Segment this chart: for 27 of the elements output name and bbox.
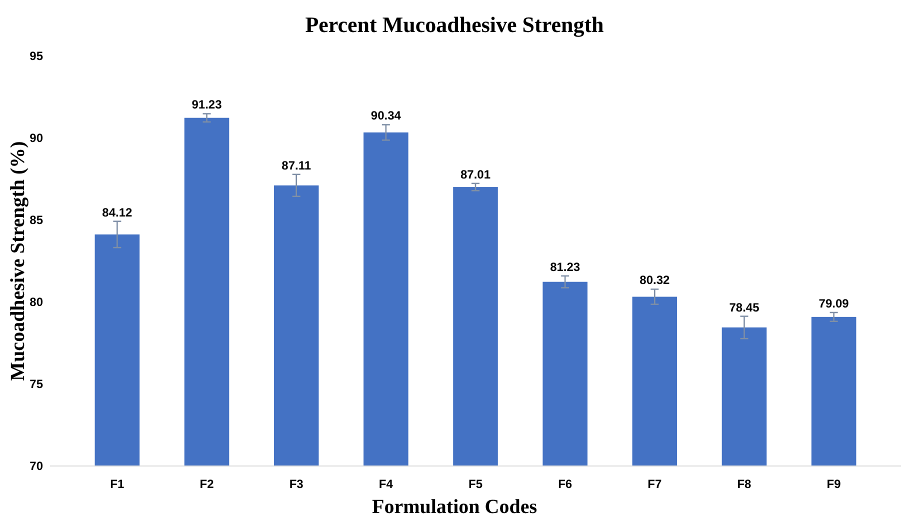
x-tick-label: F9 <box>826 477 842 491</box>
x-tick-label: F5 <box>468 477 483 491</box>
x-tick-label: F4 <box>378 477 394 491</box>
x-tick-label: F8 <box>737 477 752 491</box>
data-label: 87.01 <box>460 167 491 182</box>
x-tick-label: F7 <box>648 477 662 491</box>
x-tick-label: F2 <box>200 477 214 491</box>
y-tick-label: 70 <box>30 459 44 474</box>
data-label: 79.09 <box>818 296 850 310</box>
chart-title: Percent Mucoadhesive Strength <box>305 12 604 37</box>
y-tick-label: 95 <box>30 49 44 64</box>
data-label: 91.23 <box>192 98 222 112</box>
x-tick-label: F6 <box>558 477 572 491</box>
y-tick-label: 75 <box>30 377 44 392</box>
data-label: 90.34 <box>370 108 402 123</box>
x-tick-label: F3 <box>289 477 304 491</box>
y-tick-label: 90 <box>30 131 44 146</box>
x-axis-title: Formulation Codes <box>372 496 538 518</box>
y-tick-label: 85 <box>30 213 44 228</box>
y-tick-label: 80 <box>30 295 44 310</box>
data-label: 84.12 <box>102 205 133 220</box>
y-axis-title: Mucoadhesive Strength (%) <box>7 141 29 381</box>
data-label: 80.32 <box>640 273 670 288</box>
data-label: 87.11 <box>282 158 312 172</box>
x-tick-label: F1 <box>110 477 125 491</box>
data-label: 81.23 <box>550 260 580 274</box>
data-label: 78.45 <box>729 300 760 314</box>
